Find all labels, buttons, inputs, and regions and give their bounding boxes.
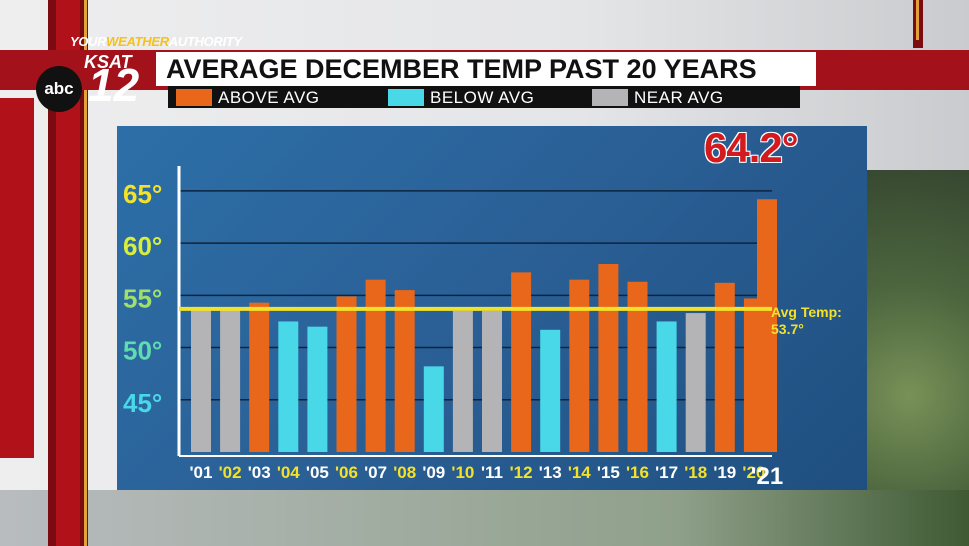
bar-17 bbox=[685, 313, 706, 452]
y-tick-label: 65° bbox=[123, 179, 162, 209]
station-logo: KSAT 12 bbox=[84, 52, 140, 111]
bar-2 bbox=[249, 302, 270, 452]
bar-0 bbox=[191, 309, 211, 452]
side-stripe bbox=[916, 0, 919, 40]
x-tick-label: '02 bbox=[219, 463, 242, 482]
avg-temp-label: Avg Temp: 53.7° bbox=[771, 304, 842, 338]
background-floor bbox=[0, 490, 969, 546]
x-tick-label: '07 bbox=[364, 463, 387, 482]
brand-logo: YOURWEATHERAUTHORITY bbox=[70, 34, 242, 49]
bar-16 bbox=[656, 321, 677, 452]
highlight-value: 64.2° bbox=[704, 124, 799, 171]
bar-7 bbox=[394, 290, 415, 452]
x-tick-label: '10 bbox=[451, 463, 474, 482]
x-tick-label: '13 bbox=[539, 463, 562, 482]
bar-1 bbox=[220, 309, 241, 452]
x-tick-label: '06 bbox=[335, 463, 358, 482]
x-tick-label: '05 bbox=[306, 463, 329, 482]
legend-swatch bbox=[388, 89, 424, 106]
bar-4 bbox=[307, 326, 328, 452]
legend: ABOVE AVG BELOW AVG NEAR AVG bbox=[168, 86, 800, 108]
side-stripe bbox=[84, 0, 87, 546]
legend-item-near: NEAR AVG bbox=[592, 89, 724, 106]
bar-18 bbox=[714, 282, 735, 452]
bar-14 bbox=[598, 264, 619, 452]
legend-label: BELOW AVG bbox=[430, 88, 535, 107]
x-tick-label: '03 bbox=[248, 463, 271, 482]
bar-15 bbox=[627, 281, 648, 452]
bar-13 bbox=[569, 279, 590, 452]
avg-temp-label-title: Avg Temp: bbox=[771, 304, 842, 320]
legend-label: ABOVE AVG bbox=[218, 88, 320, 107]
bar-20 bbox=[757, 199, 777, 452]
x-tick-label: '04 bbox=[277, 463, 300, 482]
bar-5 bbox=[336, 296, 357, 452]
legend-label: NEAR AVG bbox=[634, 88, 724, 107]
x-tick-label: '12 bbox=[510, 463, 533, 482]
network-logo: abc bbox=[36, 66, 82, 112]
x-tick-label: '16 bbox=[626, 463, 649, 482]
x-tick-label: '19 bbox=[713, 463, 736, 482]
x-tick-label: '18 bbox=[684, 463, 707, 482]
bar-8 bbox=[423, 366, 444, 452]
legend-item-above: ABOVE AVG bbox=[176, 89, 320, 106]
x-tick-label: '20 bbox=[742, 463, 765, 482]
y-tick-label: 60° bbox=[123, 231, 162, 261]
bar-3 bbox=[278, 321, 299, 452]
bar-11 bbox=[511, 272, 532, 452]
y-tick-label: 55° bbox=[123, 283, 162, 313]
x-tick-label: '14 bbox=[568, 463, 591, 482]
x-tick-label: '11 bbox=[481, 463, 503, 482]
x-tick-label: '15 bbox=[597, 463, 620, 482]
legend-swatch bbox=[176, 89, 212, 106]
x-tick-label: '08 bbox=[393, 463, 416, 482]
x-tick-label: '09 bbox=[422, 463, 445, 482]
bar-12 bbox=[540, 329, 561, 452]
x-tick-label: '01 bbox=[190, 463, 213, 482]
avg-temp-label-value: 53.7° bbox=[771, 321, 804, 337]
bar-9 bbox=[452, 311, 473, 452]
bar-6 bbox=[365, 279, 386, 452]
x-tick-label: '21 bbox=[751, 463, 783, 490]
x-tick-label: '17 bbox=[655, 463, 678, 482]
page-title: AVERAGE DECEMBER TEMP PAST 20 YEARS bbox=[156, 52, 816, 86]
bar-10 bbox=[482, 311, 502, 452]
y-tick-label: 50° bbox=[123, 336, 162, 366]
legend-swatch bbox=[592, 89, 628, 106]
legend-item-below: BELOW AVG bbox=[388, 89, 534, 106]
side-stripe bbox=[0, 98, 34, 458]
bar-chart: 65° 60° 55° 50° 45° '01 '02 '03 '04 '05 '06 '07 '08 '… bbox=[123, 166, 783, 490]
y-tick-label: 45° bbox=[123, 388, 162, 418]
